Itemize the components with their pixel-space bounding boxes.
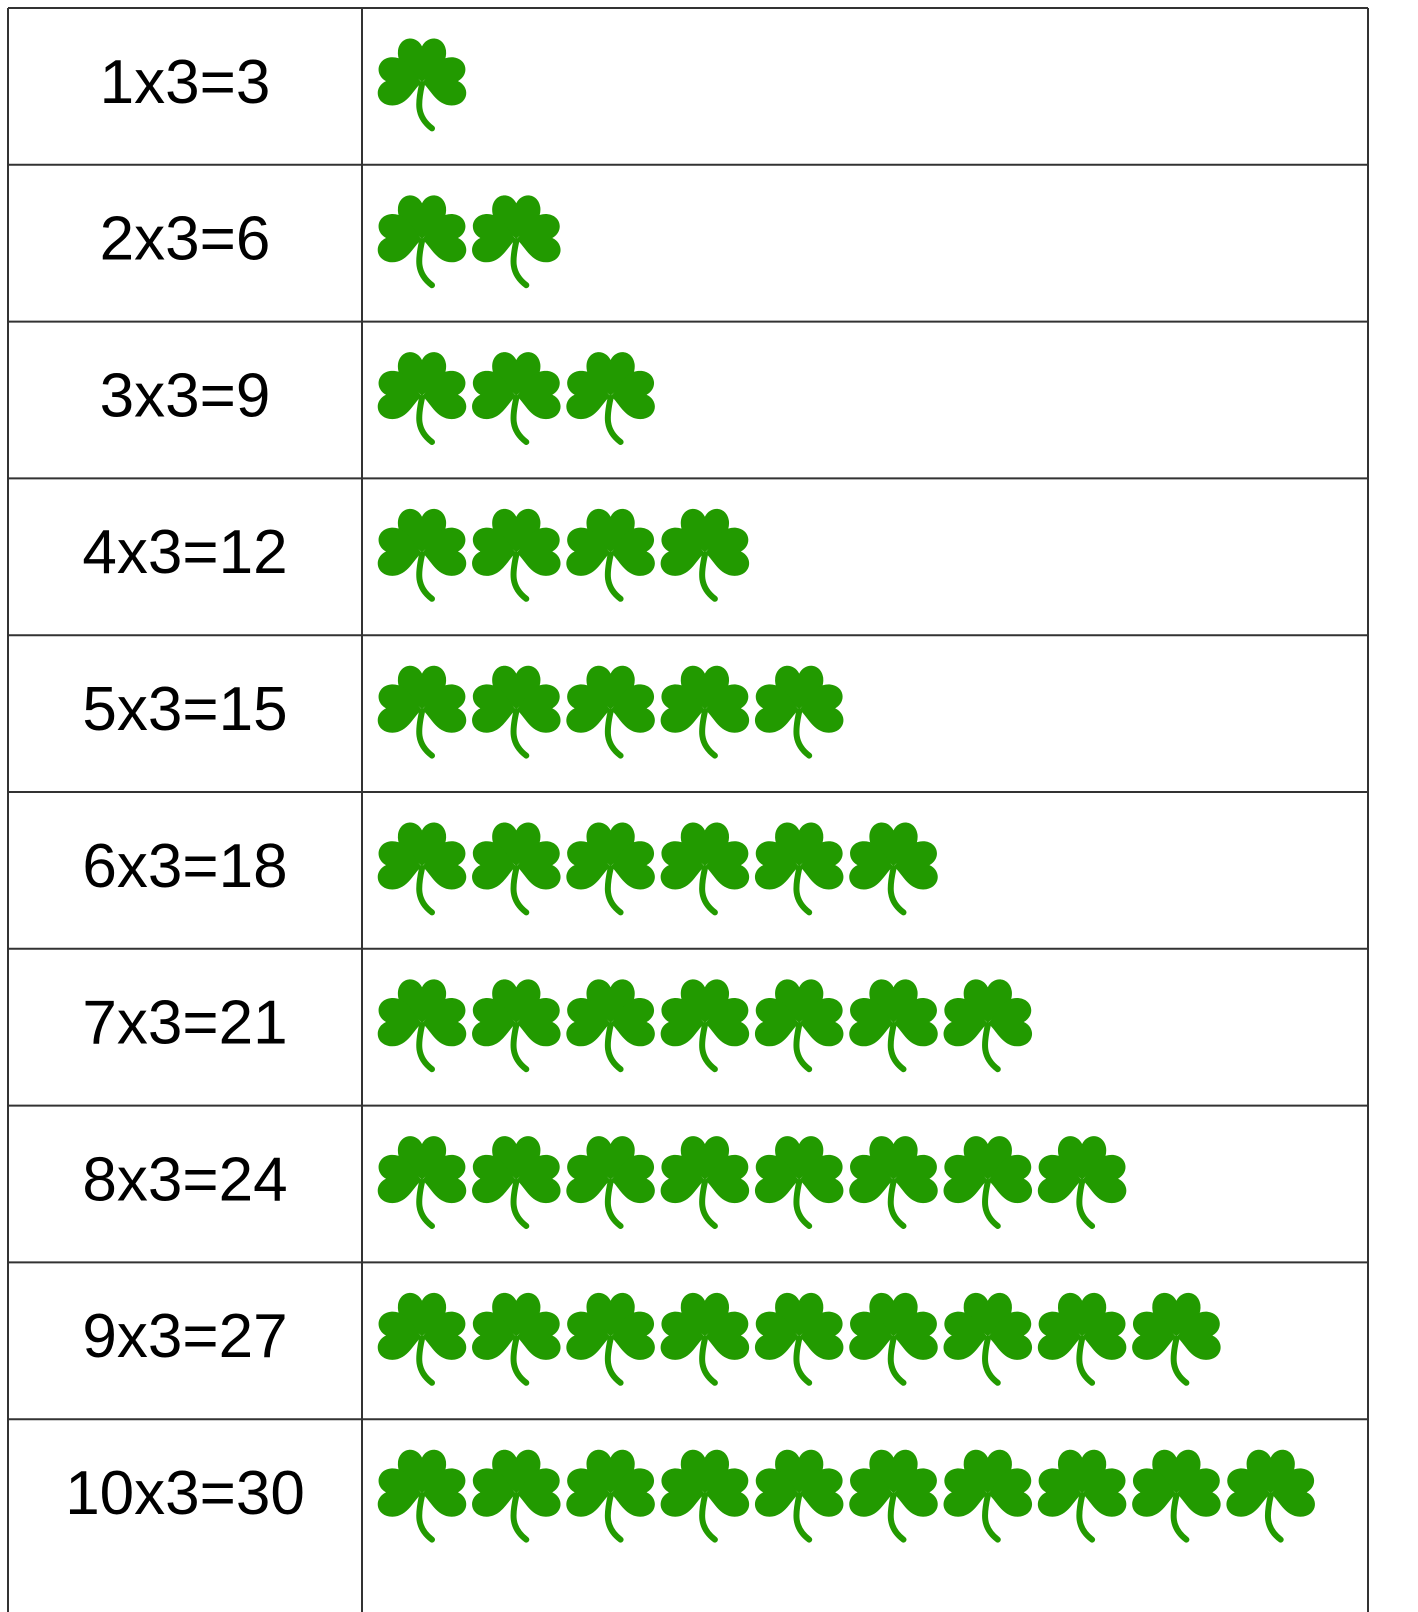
shamrock [566, 1450, 655, 1540]
shamrock [472, 1136, 561, 1226]
shamrock [377, 1293, 466, 1383]
shamrock [1132, 1293, 1221, 1383]
shamrock [1037, 1293, 1126, 1383]
shamrock [660, 1450, 749, 1540]
shamrock [755, 666, 844, 756]
shamrock [1132, 1450, 1221, 1540]
shamrock [1037, 1136, 1126, 1226]
shamrock [377, 979, 466, 1069]
shamrock [1037, 1450, 1126, 1540]
shamrock [660, 823, 749, 913]
shamrock [660, 979, 749, 1069]
shamrock [849, 979, 938, 1069]
equation: 4x3=12 [82, 518, 287, 587]
equation: 8x3=24 [82, 1145, 287, 1214]
shamrock [377, 509, 466, 599]
shamrock [566, 979, 655, 1069]
shamrock [472, 352, 561, 442]
shamrock [660, 1136, 749, 1226]
shamrock [566, 509, 655, 599]
equation: 1x3=3 [100, 48, 271, 117]
shamrock [377, 195, 466, 285]
shamrock [755, 979, 844, 1069]
shamrock [660, 1293, 749, 1383]
shamrock [755, 1450, 844, 1540]
shamrock [849, 1136, 938, 1226]
shamrock [566, 823, 655, 913]
equation: 6x3=18 [82, 832, 287, 901]
shamrock [755, 1136, 844, 1226]
shamrock [849, 1293, 938, 1383]
shamrock [943, 1293, 1032, 1383]
shamrock [849, 1450, 938, 1540]
shamrock [1226, 1450, 1315, 1540]
shamrock [377, 1136, 466, 1226]
shamrock [377, 39, 466, 129]
shamrock [566, 1293, 655, 1383]
shamrock [472, 1293, 561, 1383]
shamrock [566, 1136, 655, 1226]
shamrock [377, 1450, 466, 1540]
shamrock [472, 1450, 561, 1540]
shamrock [755, 1293, 844, 1383]
shamrock [566, 352, 655, 442]
shamrock [377, 352, 466, 442]
equation: 3x3=9 [100, 361, 271, 430]
shamrock [660, 509, 749, 599]
shamrock [377, 666, 466, 756]
equation: 9x3=27 [82, 1302, 287, 1371]
equation: 5x3=15 [82, 675, 287, 744]
shamrock [849, 823, 938, 913]
shamrock [943, 1450, 1032, 1540]
equation: 7x3=21 [82, 989, 287, 1058]
shamrock [472, 666, 561, 756]
equation: 2x3=6 [100, 205, 271, 274]
shamrock [377, 823, 466, 913]
shamrock [943, 979, 1032, 1069]
shamrock [472, 979, 561, 1069]
shamrock [755, 823, 844, 913]
shamrock [472, 823, 561, 913]
shamrock [660, 666, 749, 756]
shamrock [943, 1136, 1032, 1226]
shamrock [472, 509, 561, 599]
shamrock [472, 195, 561, 285]
equation: 10x3=30 [65, 1459, 305, 1528]
shamrock [566, 666, 655, 756]
